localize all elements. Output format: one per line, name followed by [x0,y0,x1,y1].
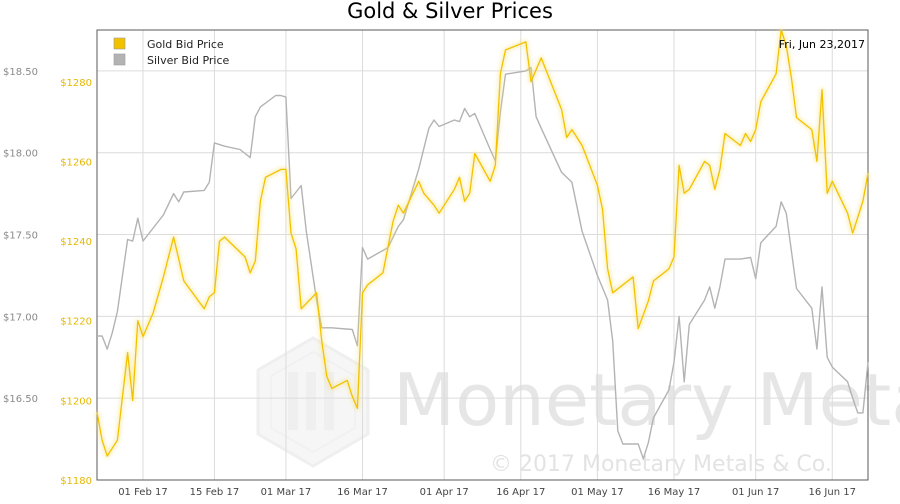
silver-tick-label: $18.50 [3,67,38,78]
x-tick-label: 15 Feb 17 [190,487,240,498]
x-tick-label: 01 Mar 17 [261,487,312,498]
plot-area-border [96,29,869,481]
watermark-brand-text: Monetary Metals [393,358,900,442]
gold-tick-label: $1280 [60,78,92,89]
watermark: Monetary Metals © 2017 Monetary Metals &… [256,336,900,477]
legend-swatch-gold [113,37,126,50]
gold-tick-label: $1220 [60,317,92,328]
legend: Gold Bid Price Silver Bid Price [113,37,230,67]
x-tick-label: 16 Jun 17 [809,487,856,498]
legend-label-gold: Gold Bid Price [147,38,224,51]
date-label: Fri, Jun 23,2017 [779,38,865,51]
legend-swatch-silver [113,53,126,66]
watermark-logo-icon [256,336,370,468]
legend-label-silver: Silver Bid Price [147,54,230,67]
x-tick-label: 16 May 17 [648,487,700,498]
chart-title: Gold & Silver Prices [347,0,553,23]
gold-tick-label: $1200 [60,396,92,407]
x-tick-label: 01 Feb 17 [118,487,168,498]
x-tick-label: 01 Jun 17 [732,487,779,498]
silver-axis: $16.50 $17.00 $17.50 $18.00 $18.50 [3,67,38,405]
x-axis: 01 Feb 17 15 Feb 17 01 Mar 17 16 Mar 17 01 A… [118,487,856,498]
x-tick-label: 16 Apr 17 [496,487,545,498]
gold-tick-label: $1260 [60,157,92,168]
silver-tick-label: $16.50 [3,394,38,405]
watermark-copyright-text: © 2017 Monetary Metals & Co. [490,452,832,477]
silver-tick-label: $18.00 [3,149,38,160]
gold-tick-label: $1180 [60,476,92,487]
series-line-gold [96,29,869,457]
series-lines [95,28,870,460]
silver-tick-label: $17.50 [3,231,38,242]
x-tick-label: 16 Mar 17 [337,487,388,498]
gold-tick-label: $1240 [60,237,92,248]
gold-axis: $1180 $1200 $1220 $1240 $1260 $1280 [60,78,92,487]
legend-item-gold[interactable]: Gold Bid Price [113,37,224,51]
x-tick-label: 01 May 17 [571,487,623,498]
x-tick-label: 01 Apr 17 [420,487,469,498]
legend-item-silver[interactable]: Silver Bid Price [113,53,230,67]
silver-tick-label: $17.00 [3,312,38,323]
